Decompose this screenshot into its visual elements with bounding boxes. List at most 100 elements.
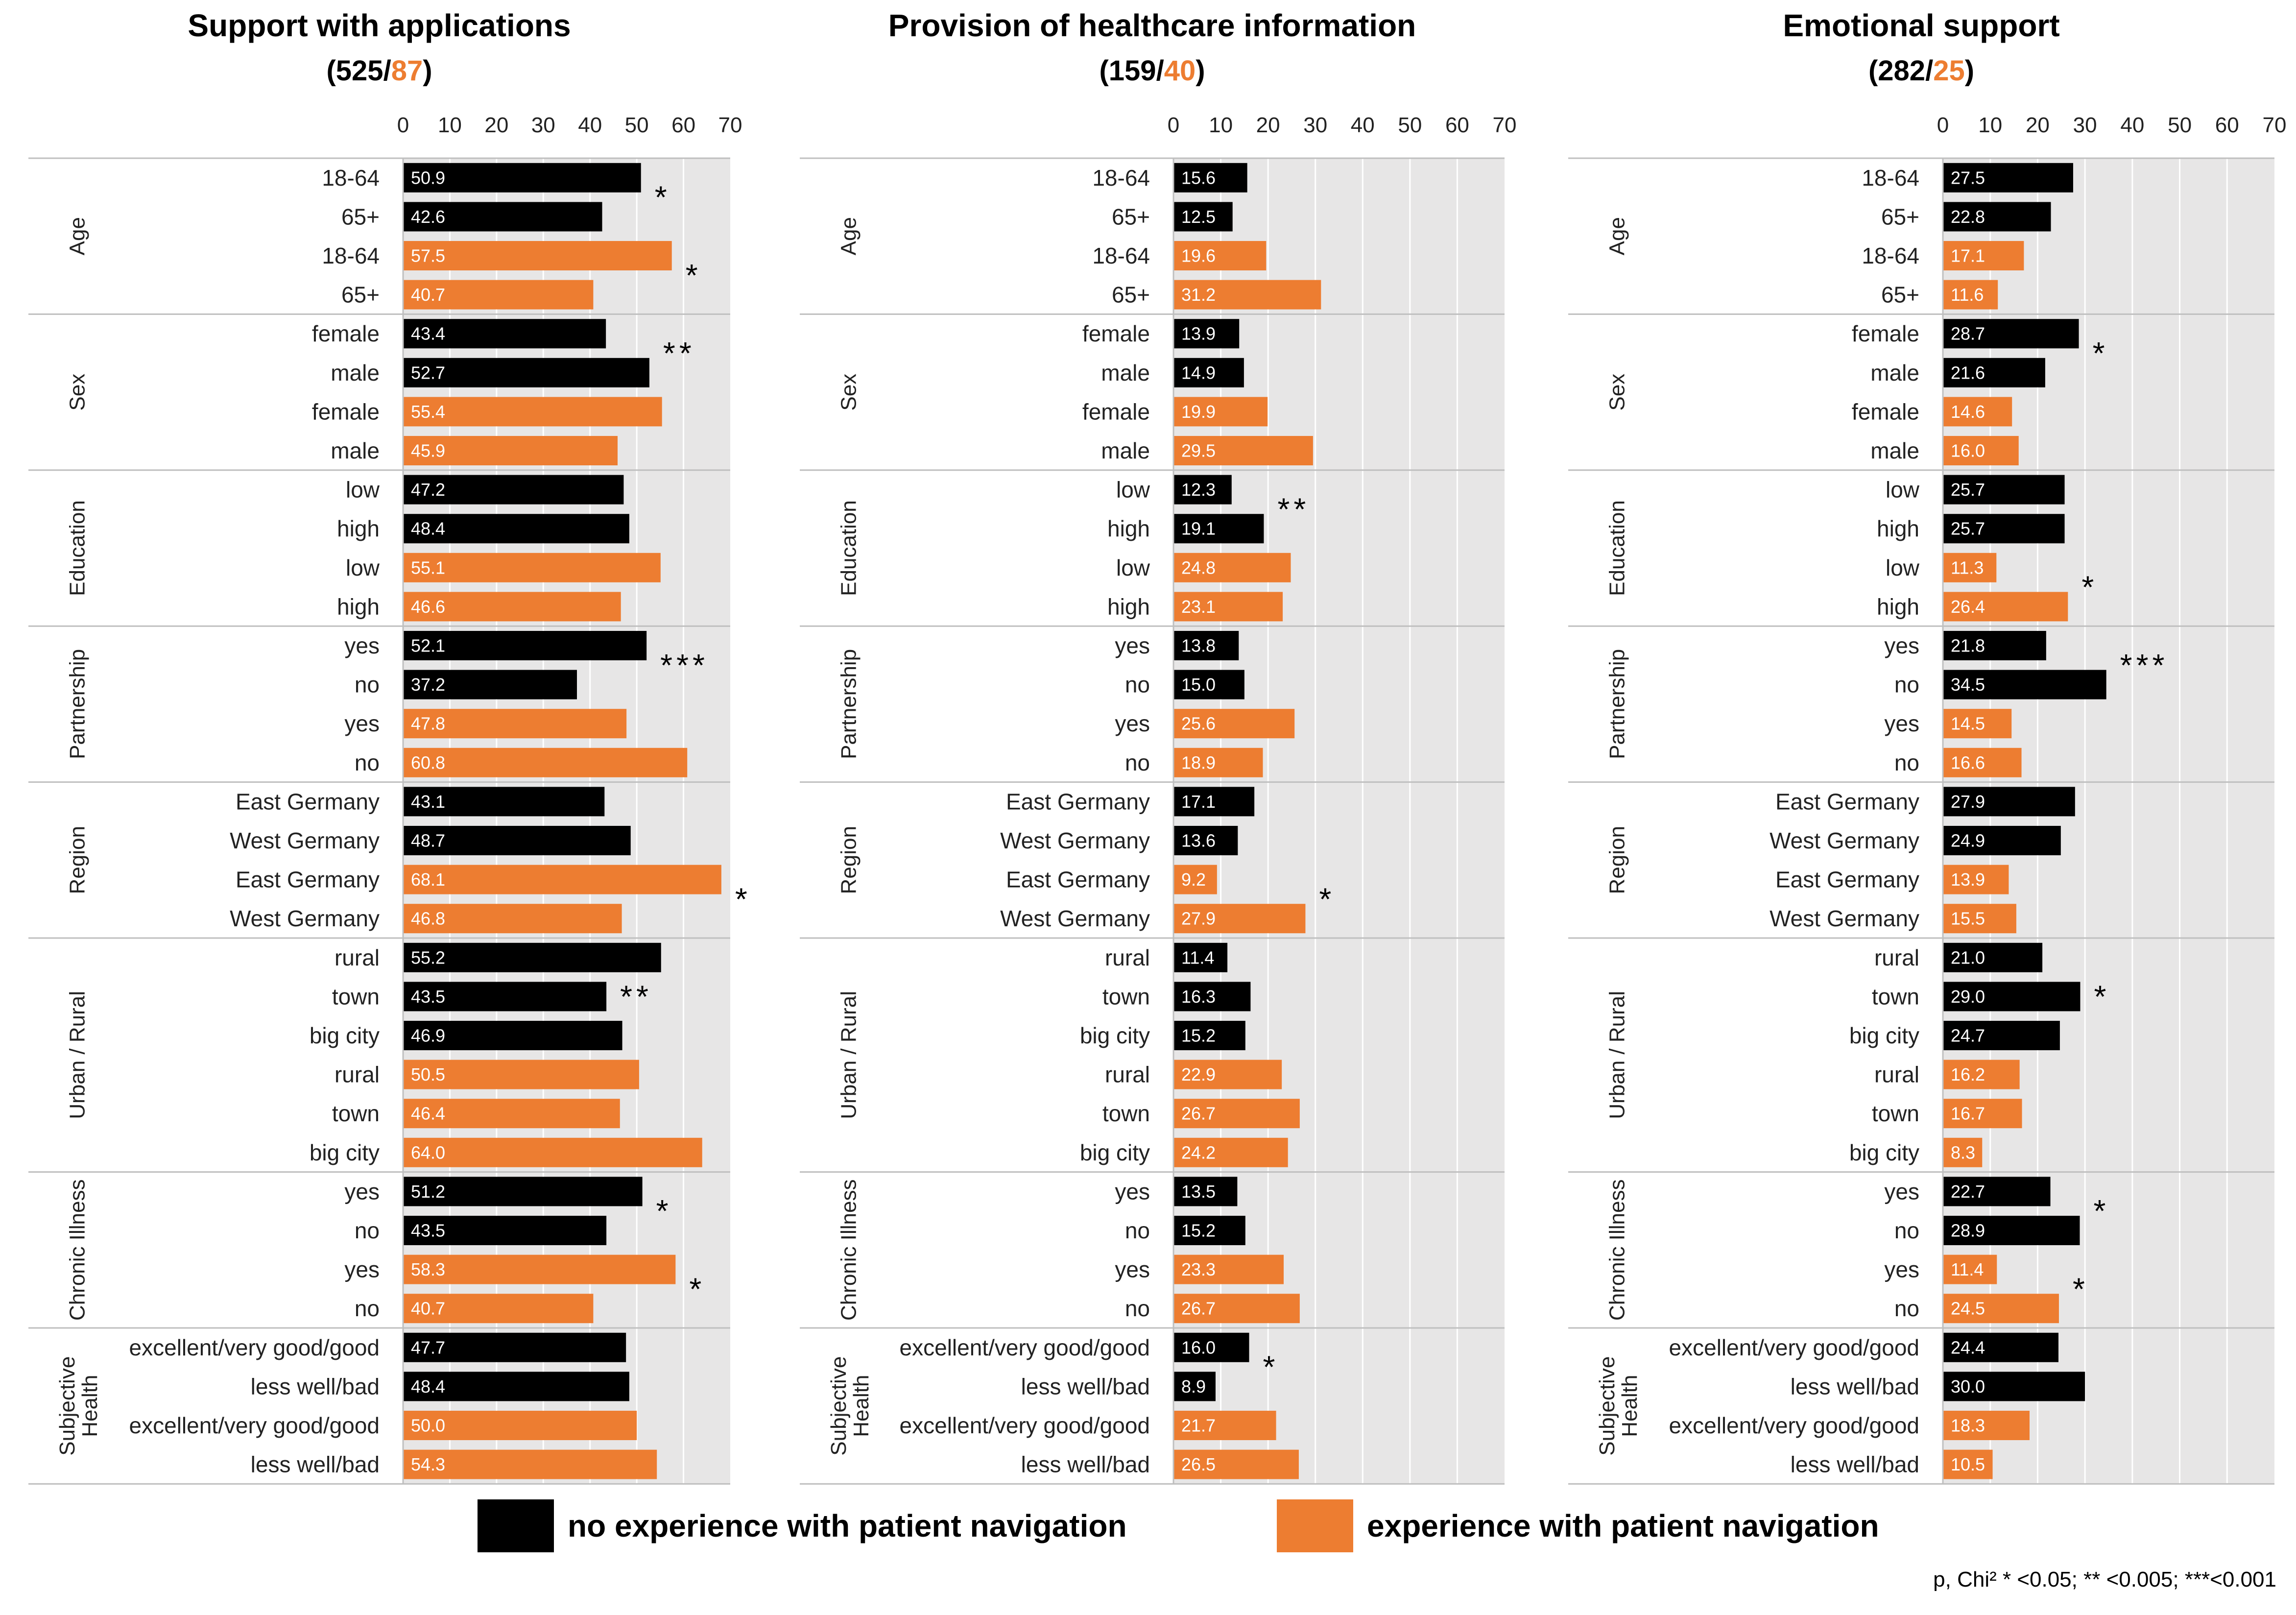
category-label: East Germany bbox=[1006, 867, 1150, 892]
data-label: 18.3 bbox=[1951, 1416, 1985, 1436]
x-tick-label: 20 bbox=[484, 113, 508, 137]
bar-no-experience bbox=[403, 1021, 622, 1050]
category-label: town bbox=[1872, 1101, 1919, 1126]
data-label: 57.5 bbox=[411, 246, 445, 266]
plot-background bbox=[1943, 158, 2274, 1484]
plot-background bbox=[1173, 158, 1505, 1484]
data-label: 16.0 bbox=[1181, 1337, 1216, 1357]
data-label: 25.7 bbox=[1951, 480, 1985, 500]
bar-experience bbox=[1943, 709, 2012, 739]
category-label: no bbox=[1894, 1218, 1919, 1243]
significance-footnote: p, Chi² * <0.05; ** <0.005; ***<0.001 bbox=[1933, 1567, 2276, 1591]
category-label: yes bbox=[1884, 1257, 1919, 1282]
category-label: East Germany bbox=[1775, 789, 1919, 814]
bar-no-experience bbox=[1943, 202, 2051, 232]
data-label: 27.5 bbox=[1951, 168, 1985, 188]
data-label: 24.5 bbox=[1951, 1299, 1985, 1319]
group-label-line: Health bbox=[849, 1375, 873, 1437]
category-label: female bbox=[1852, 399, 1919, 424]
category-label: high bbox=[1877, 516, 1919, 541]
category-label: high bbox=[1107, 516, 1150, 541]
significance-marker: * bbox=[735, 881, 751, 916]
group-label-line: Subjective bbox=[55, 1356, 79, 1456]
data-label: 14.5 bbox=[1951, 714, 1985, 734]
panel-sample-size: (282/25) bbox=[1868, 55, 1974, 87]
data-label: 8.9 bbox=[1181, 1376, 1206, 1397]
bar-experience bbox=[403, 436, 618, 465]
category-label: town bbox=[1102, 984, 1150, 1009]
sample-size-bracket: ) bbox=[1196, 55, 1205, 87]
category-label: 18-64 bbox=[1862, 243, 1919, 268]
sample-size-bracket: ( bbox=[326, 55, 336, 87]
data-label: 43.1 bbox=[411, 792, 445, 812]
data-label: 52.1 bbox=[411, 636, 445, 656]
category-label: high bbox=[337, 516, 380, 541]
bar-no-experience bbox=[1943, 1332, 2058, 1362]
x-tick-label: 10 bbox=[1978, 113, 2002, 137]
category-label: high bbox=[1107, 594, 1150, 619]
bar-no-experience bbox=[1943, 1372, 2085, 1401]
data-label: 26.7 bbox=[1181, 1299, 1216, 1319]
category-label: excellent/very good/good bbox=[900, 1335, 1150, 1360]
bar-no-experience bbox=[1943, 319, 2079, 349]
category-label: female bbox=[312, 321, 380, 346]
data-label: 34.5 bbox=[1951, 675, 1985, 695]
significance-marker: * bbox=[1319, 881, 1335, 916]
data-label: 11.3 bbox=[1951, 557, 1984, 578]
data-label: 60.8 bbox=[411, 752, 445, 772]
bar-no-experience bbox=[403, 982, 607, 1012]
bar-experience bbox=[1173, 1060, 1282, 1089]
category-label: excellent/very good/good bbox=[1669, 1335, 1919, 1360]
sample-size-bracket: ) bbox=[423, 55, 432, 87]
significance-marker: * bbox=[2094, 979, 2110, 1014]
group-label-line: Health bbox=[78, 1375, 102, 1437]
bar-experience bbox=[1173, 592, 1283, 622]
data-label: 26.4 bbox=[1951, 597, 1985, 617]
legend-item-no-experience: no experience with patient navigation bbox=[478, 1499, 1127, 1553]
data-label: 42.6 bbox=[411, 207, 445, 227]
category-label: male bbox=[1101, 360, 1150, 386]
data-label: 13.9 bbox=[1951, 869, 1985, 890]
bar-no-experience bbox=[1943, 631, 2046, 660]
category-label: 18-64 bbox=[322, 243, 380, 268]
data-label: 51.2 bbox=[411, 1181, 445, 1202]
bar-no-experience bbox=[1173, 1177, 1238, 1206]
bar-no-experience bbox=[403, 1216, 607, 1245]
group-label: Sex bbox=[1605, 374, 1629, 411]
bar-experience bbox=[403, 904, 622, 934]
bar-experience bbox=[1173, 280, 1321, 310]
significance-marker: * bbox=[655, 180, 671, 215]
bar-no-experience bbox=[1943, 670, 2106, 699]
bar-experience bbox=[403, 1137, 702, 1167]
group-label: Age bbox=[837, 217, 861, 255]
data-label: 16.6 bbox=[1951, 752, 1985, 772]
category-label: rural bbox=[1874, 1062, 1919, 1087]
data-label: 27.9 bbox=[1181, 909, 1216, 929]
data-label: 27.9 bbox=[1951, 792, 1985, 812]
category-label: 18-64 bbox=[1092, 243, 1150, 268]
bar-experience bbox=[1173, 904, 1306, 934]
bar-experience bbox=[1943, 1099, 2022, 1129]
data-label: 21.7 bbox=[1181, 1416, 1216, 1436]
data-label: 21.0 bbox=[1951, 947, 1985, 967]
bar-experience bbox=[1173, 241, 1267, 270]
data-label: 23.1 bbox=[1181, 597, 1216, 617]
group-label: Education bbox=[837, 500, 861, 596]
sample-size-bracket: ) bbox=[1965, 55, 1974, 87]
bar-experience bbox=[403, 241, 672, 270]
sample-size-value: / bbox=[1925, 55, 1933, 87]
x-tick-label: 40 bbox=[1351, 113, 1375, 137]
data-label: 50.9 bbox=[411, 168, 445, 188]
bar-no-experience bbox=[1173, 982, 1251, 1012]
category-label: rural bbox=[1105, 945, 1150, 970]
data-label: 21.8 bbox=[1951, 636, 1985, 656]
group-label: SubjectiveHealth bbox=[55, 1356, 102, 1456]
panel-title: Support with applications bbox=[188, 8, 571, 43]
group-label: Sex bbox=[66, 374, 90, 411]
bar-no-experience bbox=[1943, 942, 2043, 972]
category-label: 65+ bbox=[1881, 204, 1919, 229]
data-label: 37.2 bbox=[411, 675, 445, 695]
significance-marker: *** bbox=[660, 648, 709, 683]
sample-size-bracket: ( bbox=[1099, 55, 1109, 87]
category-label: 65+ bbox=[341, 204, 380, 229]
